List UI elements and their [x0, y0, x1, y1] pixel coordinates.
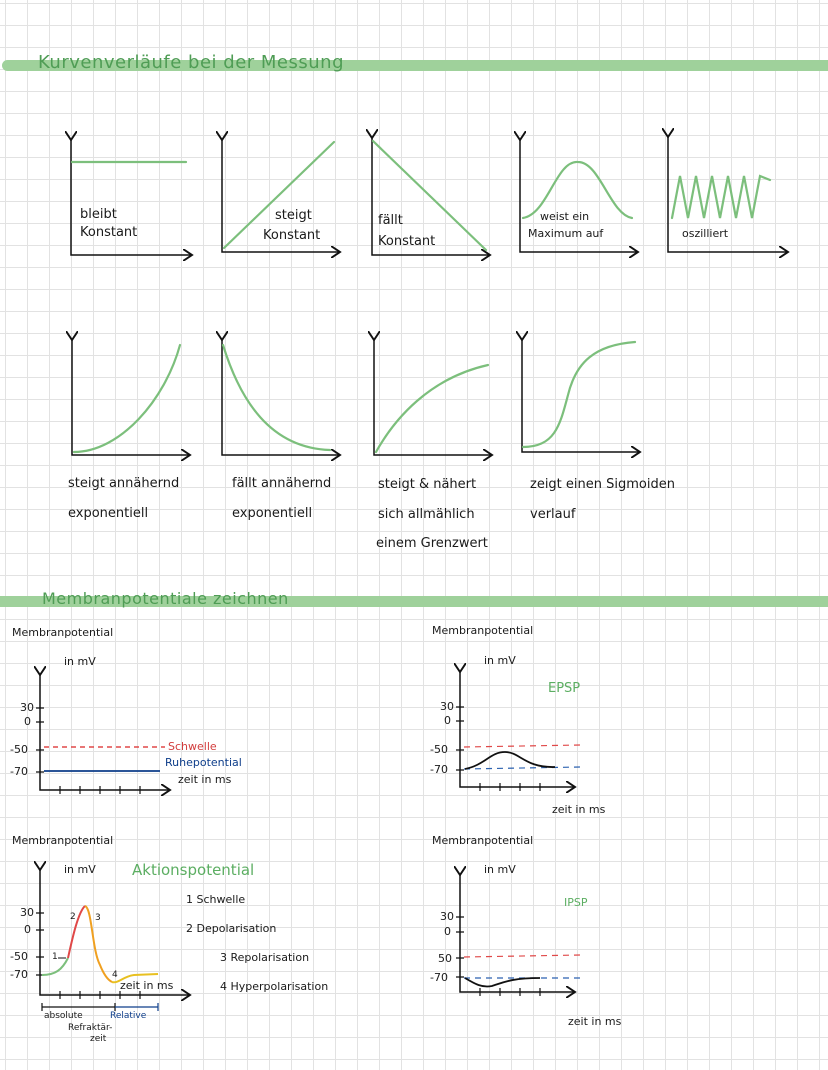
- axes-2: [222, 140, 340, 252]
- label-sigmoid-1: zeigt einen Sigmoiden: [530, 477, 675, 492]
- ap-xlabel: zeit in ms: [120, 979, 174, 992]
- label-limit-3: einem Grenzwert: [376, 536, 488, 551]
- ap-phase-2-label: 2 Depolarisation: [186, 922, 277, 935]
- ruhe-xlabel: zeit in ms: [178, 773, 232, 786]
- section2-title: Membranpotentiale zeichnen: [42, 589, 289, 608]
- epsp-tick-30: 30: [440, 700, 454, 713]
- ruhe-threshold-label: Schwelle: [168, 740, 217, 753]
- ap-phase-4: [111, 973, 159, 984]
- ruhe-unit: in mV: [64, 655, 96, 668]
- label-limit-1: steigt & nähert: [378, 477, 477, 492]
- ap-marker-4: 4: [112, 970, 118, 980]
- epsp-curve: [464, 751, 556, 770]
- epsp-tick-0: 0: [444, 714, 451, 727]
- epsp-tick-50: -50: [430, 743, 448, 756]
- ap-phase-1: [41, 957, 69, 976]
- section-highlight: [0, 596, 828, 607]
- ipsp-tick-30: 30: [440, 910, 454, 923]
- label-exp-fall-1: fällt annähernd: [232, 476, 332, 491]
- ipsp-ylabel: Membranpotential: [432, 834, 534, 847]
- curve-sigmoid: [521, 340, 637, 449]
- ap-marker-2: 2: [70, 912, 76, 922]
- axes-7: [222, 340, 340, 455]
- curve-falling: [371, 139, 488, 252]
- axes-5: [668, 137, 788, 252]
- epsp-rest-line: [463, 766, 581, 770]
- curve-oscillating: [670, 174, 772, 220]
- axes-4: [520, 140, 638, 252]
- ap-refractory-label-2: zeit: [90, 1034, 107, 1044]
- ap-name: Aktionspotential: [132, 861, 255, 879]
- ipsp-tick-0: 0: [444, 925, 451, 938]
- label-rising-2: Konstant: [263, 228, 321, 243]
- label-falling-2: Konstant: [378, 234, 436, 249]
- ipsp-name: IPSP: [564, 896, 588, 909]
- ipsp-xlabel: zeit in ms: [568, 1015, 622, 1028]
- axes-8: [374, 340, 492, 455]
- epsp-name: EPSP: [548, 681, 581, 696]
- label-sigmoid-2: verlauf: [530, 507, 576, 522]
- section1-title: Kurvenverläufe bei der Messung: [38, 52, 344, 73]
- ruhe-tick-0: 0: [24, 715, 31, 728]
- label-maximum-1: weist ein: [540, 210, 590, 223]
- axes-9: [522, 340, 640, 452]
- epsp-threshold-line: [463, 744, 581, 748]
- ruhe-axes: [40, 675, 170, 790]
- ap-tick-50: -50: [10, 950, 28, 963]
- label-exp-fall-2: exponentiell: [232, 506, 313, 521]
- ap-refractory-label-1: Refraktär-: [68, 1023, 113, 1033]
- label-constant-1: bleibt: [80, 207, 117, 222]
- curve-exp-fall: [221, 343, 332, 452]
- ruhe-tick-50: -50: [10, 743, 28, 756]
- ipsp-threshold-line: [463, 954, 581, 958]
- label-exp-rise-1: steigt annähernd: [68, 476, 180, 491]
- curve-rising: [222, 140, 336, 250]
- ipsp-tick-50: 50: [438, 952, 452, 965]
- ap-relative-label: Relative: [110, 1011, 147, 1021]
- curve-exp-rise: [72, 343, 182, 454]
- ap-tick-70: -70: [10, 968, 28, 981]
- ap-phase-2: [67, 905, 86, 959]
- ap-marker-3: 3: [95, 913, 101, 923]
- ap-ylabel: Membranpotential: [12, 834, 114, 847]
- label-constant-2: Konstant: [80, 225, 138, 240]
- ap-phase-3-label: 3 Repolarisation: [220, 951, 310, 964]
- epsp-ylabel: Membranpotential: [432, 624, 534, 637]
- ap-tick-0: 0: [24, 923, 31, 936]
- ipsp-tick-70: -70: [430, 971, 448, 984]
- axes-1: [71, 140, 192, 255]
- ap-marker-1: 1: [52, 952, 58, 962]
- epsp-tick-70: -70: [430, 763, 448, 776]
- ap-tick-30: 30: [20, 906, 34, 919]
- label-rising-1: steigt: [275, 208, 312, 223]
- ap-phase-4-label: 4 Hyperpolarisation: [220, 980, 329, 993]
- epsp-axes: [460, 672, 575, 787]
- epsp-xlabel: zeit in ms: [552, 803, 606, 816]
- label-oscillating: oszilliert: [682, 227, 729, 240]
- curve-maximum: [521, 160, 634, 220]
- label-maximum-2: Maximum auf: [528, 227, 604, 240]
- ap-phase-3: [84, 905, 113, 983]
- label-limit-2: sich allmählich: [378, 507, 475, 522]
- label-exp-rise-2: exponentiell: [68, 506, 149, 521]
- ruhe-ylabel: Membranpotential: [12, 626, 114, 639]
- ap-phase-1-label: 1 Schwelle: [186, 893, 246, 906]
- ap-unit: in mV: [64, 863, 96, 876]
- ruhe-rest-label: Ruhepotential: [165, 756, 242, 769]
- ipsp-unit: in mV: [484, 863, 516, 876]
- curve-limit: [374, 363, 490, 454]
- label-falling-1: fällt: [378, 213, 403, 228]
- axes-6: [72, 340, 190, 455]
- ruhe-tick-70: -70: [10, 765, 28, 778]
- axes-3: [372, 138, 490, 255]
- ipsp-axes: [460, 875, 575, 992]
- ruhe-tick-30: 30: [20, 701, 34, 714]
- ap-absolute-label: absolute: [44, 1011, 83, 1021]
- ipsp-curve: [464, 977, 541, 988]
- epsp-unit: in mV: [484, 654, 516, 667]
- title-highlight: [2, 60, 828, 71]
